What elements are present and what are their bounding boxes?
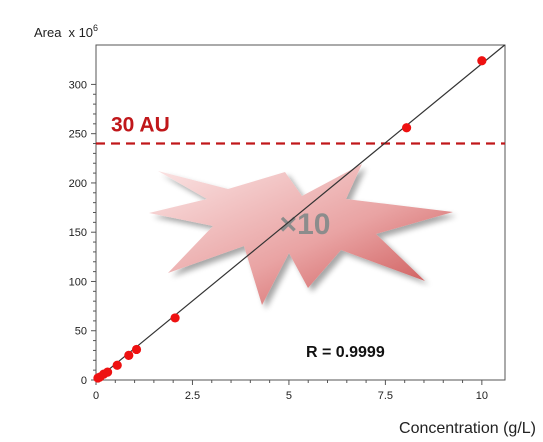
- y-tick-label: 50: [75, 326, 87, 338]
- y-tick-label: 300: [69, 79, 87, 91]
- x-tick-label: 2.5: [185, 390, 200, 402]
- y-axis-ticks: 0 50 100 150 200 250 300: [69, 79, 96, 387]
- y-axis-title: Area x 106: [34, 23, 98, 40]
- x-tick-label: 7.5: [378, 390, 393, 402]
- data-points: [93, 56, 487, 383]
- data-point: [102, 367, 113, 377]
- y-tick-label: 200: [69, 178, 87, 190]
- y-tick-label: 150: [69, 227, 87, 239]
- burst-label: ×10: [280, 208, 331, 241]
- data-point: [477, 56, 487, 66]
- fit-line: [95, 44, 506, 381]
- data-point: [131, 344, 142, 355]
- burst-shape: [149, 164, 453, 305]
- x-tick-label: 5: [286, 390, 292, 402]
- data-point: [170, 313, 180, 323]
- y-axis-multiplier: x 10: [68, 25, 93, 40]
- y-tick-label: 250: [69, 129, 87, 141]
- x-axis-ticks: 0 2.5 5 7.5 10: [93, 380, 488, 402]
- data-point: [112, 360, 122, 370]
- y-tick-label: 0: [81, 375, 87, 387]
- data-point: [124, 350, 134, 360]
- y-tick-label: 100: [69, 276, 87, 288]
- x-axis-title: Concentration (g/L): [399, 420, 536, 437]
- reference-line-label: 30 AU: [111, 114, 170, 137]
- x-tick-label: 0: [93, 390, 99, 402]
- x-tick-label: 10: [476, 390, 488, 402]
- y-axis-exponent: 6: [93, 23, 98, 33]
- y-axis-title-text: Area: [34, 25, 62, 40]
- r-value-label: R = 0.9999: [306, 344, 385, 361]
- data-point: [402, 123, 412, 133]
